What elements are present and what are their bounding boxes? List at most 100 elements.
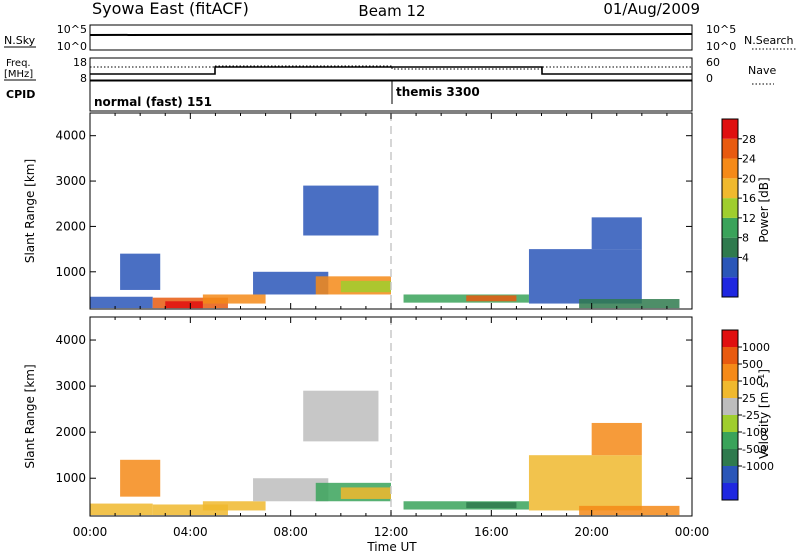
scatter-patch-1 bbox=[120, 253, 161, 290]
nsky-label: N.Sky bbox=[4, 34, 36, 47]
y-tick-label: 1000 bbox=[55, 471, 86, 485]
scatter-patch-7 bbox=[340, 487, 391, 499]
nsky-tick-top: 10^5 bbox=[57, 23, 87, 36]
y-tick-label: 4000 bbox=[55, 129, 86, 143]
colorbar-tick-label: 20 bbox=[742, 172, 756, 185]
colorbar-swatch bbox=[722, 158, 738, 179]
colorbar-tick-label: -500 bbox=[742, 443, 767, 456]
y-axis-label: Slant Range [km] bbox=[23, 159, 37, 263]
velocity-colorbar-label: Velocity [m s-1] bbox=[757, 369, 772, 459]
colorbar-tick-label: 12 bbox=[742, 212, 756, 225]
freq-trace bbox=[90, 66, 692, 75]
nave-label: Nave bbox=[748, 64, 776, 77]
cpid-panel bbox=[89, 80, 693, 112]
colorbar-tick-label: 24 bbox=[742, 153, 756, 166]
nsearch-tick-top: 10^5 bbox=[706, 23, 736, 36]
colorbar-swatch bbox=[722, 198, 738, 218]
station-title: Syowa East (fitACF) bbox=[92, 0, 249, 18]
scatter-patch-0 bbox=[90, 503, 153, 516]
y-tick-label: 2000 bbox=[55, 425, 86, 439]
velocity-colorbar-label-sup: -1 bbox=[757, 374, 766, 382]
nave-tick-bottom: 0 bbox=[706, 72, 713, 85]
y-tick-label: 3000 bbox=[55, 174, 86, 188]
colorbar-tick-label: 8 bbox=[742, 232, 749, 245]
scatter-patch-12 bbox=[579, 299, 680, 309]
colorbar-tick-label: -25 bbox=[742, 409, 760, 422]
colorbar-tick-label: 1000 bbox=[742, 341, 770, 354]
scatter-patch-6 bbox=[303, 185, 379, 236]
nsearch-label: N.Search bbox=[744, 34, 794, 47]
x-tick-label: 04:00 bbox=[173, 525, 208, 539]
nsearch-tick-bottom: 10^0 bbox=[706, 40, 736, 53]
scatter-patch-0 bbox=[90, 296, 153, 309]
scatter-patch-2 bbox=[152, 504, 228, 516]
cpid-label: CPID bbox=[6, 88, 35, 101]
scatter-patch-1 bbox=[120, 459, 161, 497]
colorbar-swatch bbox=[722, 398, 738, 415]
colorbar-swatch bbox=[722, 119, 738, 139]
colorbar-swatch bbox=[722, 364, 738, 381]
scatter-patch-12 bbox=[591, 422, 642, 456]
colorbar-tick-label: 500 bbox=[742, 358, 763, 371]
colorbar-swatch bbox=[722, 257, 738, 278]
scatter-patch-4 bbox=[253, 478, 329, 502]
velocity-colorbar-label-end: ] bbox=[757, 369, 771, 374]
colorbar-swatch bbox=[722, 178, 738, 199]
colorbar-tick-label: 100 bbox=[742, 375, 763, 388]
velocity-panel: 4000 3000 2000 1000 Slant Range [km] bbox=[23, 316, 693, 517]
colorbar-swatch bbox=[722, 330, 738, 347]
colorbar-tick-label: -100 bbox=[742, 426, 767, 439]
scatter-patch-3 bbox=[165, 301, 203, 309]
colorbar-swatch bbox=[722, 217, 738, 238]
x-tick-label: 00:00 bbox=[675, 525, 710, 539]
beam-title: Beam 12 bbox=[358, 2, 425, 20]
colorbar-swatch bbox=[722, 432, 738, 449]
power-colorbar: 28 24 20 16 12 8 4 bbox=[721, 118, 756, 298]
x-tick-label: 00:00 bbox=[73, 525, 108, 539]
y-tick-label: 2000 bbox=[55, 219, 86, 233]
freq-panel bbox=[89, 57, 693, 81]
colorbar-swatch bbox=[722, 347, 738, 364]
colorbar-swatch bbox=[722, 483, 738, 500]
colorbar-swatch bbox=[722, 138, 738, 159]
nave-tick-top: 60 bbox=[706, 56, 720, 69]
scatter-patch-11 bbox=[528, 249, 642, 304]
time-axis: 00:00 04:00 08:00 12:00 16:00 20:00 00:00 bbox=[73, 525, 710, 539]
colorbar-tick-label: 4 bbox=[742, 251, 749, 264]
x-tick-label: 20:00 bbox=[574, 525, 609, 539]
scatter-patch-10 bbox=[528, 455, 642, 511]
freq-tick-top: 18 bbox=[73, 56, 87, 69]
nsky-panel bbox=[89, 24, 693, 51]
power-panel: 4000 3000 2000 1000 Slant Range [km] bbox=[23, 112, 693, 310]
colorbar-tick-label: 28 bbox=[742, 133, 756, 146]
scatter-patch-10 bbox=[466, 295, 517, 302]
cpid-segment-1: normal (fast) 151 bbox=[94, 95, 212, 109]
freq-tick-bottom: 8 bbox=[80, 72, 87, 85]
scatter-patch-11 bbox=[579, 505, 680, 516]
x-tick-label: 08:00 bbox=[273, 525, 308, 539]
power-colorbar-label: Power [dB] bbox=[757, 177, 771, 242]
nave-trace bbox=[90, 65, 692, 70]
colorbar-swatch bbox=[722, 466, 738, 483]
colorbar-frame bbox=[721, 118, 739, 298]
colorbar-swatch bbox=[722, 415, 738, 432]
colorbar-tick-label: -1000 bbox=[742, 460, 774, 473]
freq-label-2: [MHz] bbox=[4, 69, 33, 80]
colorbar-swatch bbox=[722, 277, 738, 297]
scatter-patch-4 bbox=[202, 294, 266, 304]
nsky-trace bbox=[89, 33, 693, 36]
velocity-colorbar-label-main: Velocity [m s bbox=[757, 382, 771, 459]
colorbar-swatch bbox=[722, 449, 738, 466]
scatter-patch-9 bbox=[466, 502, 517, 509]
colorbar-swatch bbox=[722, 237, 738, 258]
date-title: 01/Aug/2009 bbox=[603, 0, 700, 18]
y-tick-label: 4000 bbox=[55, 333, 86, 347]
colorbar-tick-label: 16 bbox=[742, 192, 756, 205]
scatter-patch-8 bbox=[340, 280, 391, 293]
colorbar-tick-label: 25 bbox=[742, 392, 756, 405]
freq-label-1: Freq. bbox=[6, 58, 31, 69]
y-tick-label: 1000 bbox=[55, 265, 86, 279]
scatter-patch-3 bbox=[202, 501, 266, 511]
scatter-patch-5 bbox=[303, 390, 379, 442]
